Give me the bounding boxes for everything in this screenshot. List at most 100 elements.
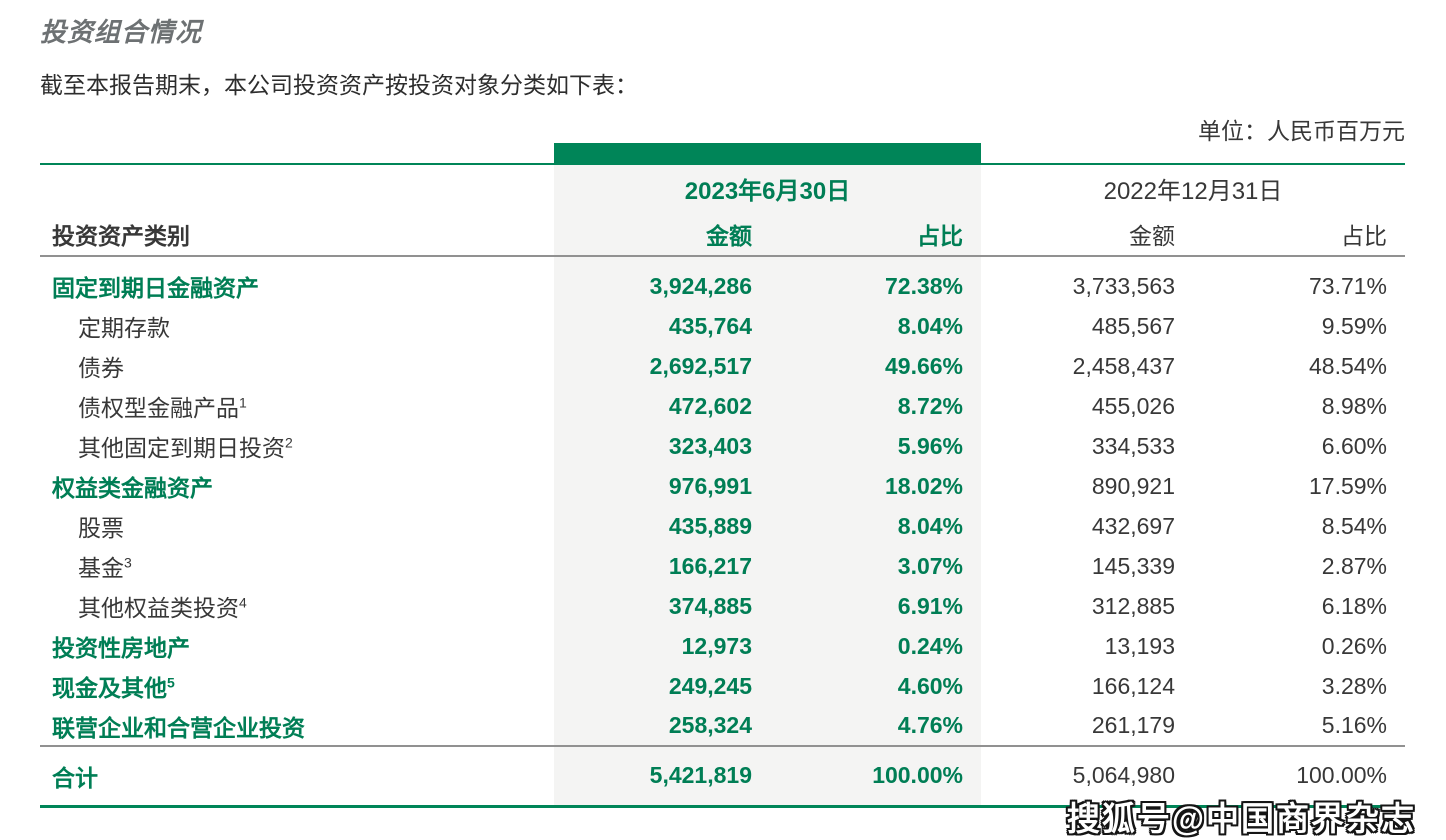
amount-2022-cell: 432,697 bbox=[1091, 512, 1175, 539]
ratio-2022-cell: 6.60% bbox=[1321, 432, 1387, 459]
date-header-empty-cell bbox=[40, 164, 554, 212]
amount-2022-cell: 485,567 bbox=[1091, 312, 1175, 339]
column-header-2022-date: 2022年12月31日 bbox=[1103, 178, 1283, 205]
footnote-superscript: 4 bbox=[239, 594, 247, 611]
table-row: 权益类金融资产 976,991 18.02% 890,921 17.59% bbox=[40, 466, 1405, 506]
ratio-2023-cell: 8.04% bbox=[754, 306, 981, 346]
total-ratio-2023-cell: 100.00% bbox=[754, 745, 981, 806]
footnote-superscript: 1 bbox=[239, 394, 247, 411]
table-row: 其他固定到期日投资2 323,403 5.96% 334,533 6.60% bbox=[40, 426, 1405, 466]
total-amount-2023-cell: 5,421,819 bbox=[554, 745, 754, 806]
sohu-watermark: 搜狐号@中国商界杂志 bbox=[1066, 800, 1416, 837]
ratio-2022-cell: 8.98% bbox=[1321, 392, 1387, 419]
ratio-2023-cell: 49.66% bbox=[754, 346, 981, 386]
amount-2022-cell: 455,026 bbox=[1091, 392, 1175, 419]
amount-2022-cell: 312,885 bbox=[1091, 592, 1175, 619]
investment-classification-table: 2023年6月30日 2022年12月31日 投资资产类别 金额 占比 金额 占… bbox=[40, 163, 1405, 808]
row-label: 现金及其他5 bbox=[52, 674, 175, 701]
ratio-2022-cell: 2.87% bbox=[1321, 552, 1387, 579]
row-label: 债权型金融产品1 bbox=[78, 394, 247, 421]
column-header-amount-2022: 金额 bbox=[981, 212, 1177, 257]
ratio-2023-cell: 72.38% bbox=[754, 266, 981, 306]
amount-2023-cell: 374,885 bbox=[554, 586, 754, 626]
amount-2023-cell: 249,245 bbox=[554, 666, 754, 706]
investment-table: 2023年6月30日 2022年12月31日 投资资产类别 金额 占比 金额 占… bbox=[40, 143, 1405, 808]
amount-2023-cell: 435,889 bbox=[554, 506, 754, 546]
amount-2022-cell: 3,733,563 bbox=[1072, 272, 1175, 299]
ratio-2022-cell: 17.59% bbox=[1308, 472, 1387, 499]
amount-2022-cell: 2,458,437 bbox=[1072, 352, 1175, 379]
row-label: 投资性房地产 bbox=[52, 635, 190, 661]
header-spacer-row bbox=[40, 256, 1405, 266]
amount-2023-cell: 472,602 bbox=[554, 386, 754, 426]
table-row: 债权型金融产品1 472,602 8.72% 455,026 8.98% bbox=[40, 386, 1405, 426]
row-label: 权益类金融资产 bbox=[52, 475, 213, 501]
row-label: 股票 bbox=[78, 515, 124, 541]
ratio-2023-cell: 18.02% bbox=[754, 466, 981, 506]
total-label: 合计 bbox=[40, 745, 554, 806]
total-row: 合计 5,421,819 100.00% 5,064,980 100.00% bbox=[40, 745, 1405, 806]
column-header-category: 投资资产类别 bbox=[40, 212, 554, 257]
row-label: 债券 bbox=[78, 355, 124, 381]
footnote-superscript: 2 bbox=[285, 434, 293, 451]
amount-2022-cell: 13,193 bbox=[1104, 632, 1175, 659]
amount-2023-cell: 258,324 bbox=[554, 706, 754, 746]
amount-2023-cell: 12,973 bbox=[554, 626, 754, 666]
footnote-superscript: 5 bbox=[167, 674, 175, 691]
ratio-2022-cell: 0.26% bbox=[1321, 632, 1387, 659]
table-row: 投资性房地产 12,973 0.24% 13,193 0.26% bbox=[40, 626, 1405, 666]
row-label: 固定到期日金融资产 bbox=[52, 275, 259, 301]
amount-2022-cell: 890,921 bbox=[1091, 472, 1175, 499]
table-row: 其他权益类投资4 374,885 6.91% 312,885 6.18% bbox=[40, 586, 1405, 626]
footnote-superscript: 3 bbox=[124, 554, 132, 571]
amount-2023-cell: 435,764 bbox=[554, 306, 754, 346]
row-label: 其他权益类投资4 bbox=[78, 594, 247, 621]
row-label: 其他固定到期日投资2 bbox=[78, 434, 293, 461]
ratio-2023-cell: 6.91% bbox=[754, 586, 981, 626]
amount-2022-cell: 334,533 bbox=[1091, 432, 1175, 459]
date-header-row: 2023年6月30日 2022年12月31日 bbox=[40, 164, 1405, 212]
column-header-amount-2023: 金额 bbox=[554, 212, 754, 257]
ratio-2022-cell: 8.54% bbox=[1321, 512, 1387, 539]
total-amount-2022-cell: 5,064,980 bbox=[981, 745, 1177, 806]
subheader-row: 投资资产类别 金额 占比 金额 占比 bbox=[40, 212, 1405, 257]
ratio-2022-cell: 5.16% bbox=[1321, 712, 1387, 738]
ratio-2022-cell: 6.18% bbox=[1321, 592, 1387, 619]
ratio-2022-cell: 48.54% bbox=[1308, 352, 1387, 379]
column-header-ratio-2022: 占比 bbox=[1177, 212, 1405, 257]
row-label: 定期存款 bbox=[78, 315, 170, 341]
intro-text: 截至本报告期末，本公司投资资产按投资对象分类如下表： bbox=[40, 72, 638, 98]
amount-2023-cell: 2,692,517 bbox=[554, 346, 754, 386]
ratio-2022-cell: 73.71% bbox=[1308, 272, 1387, 299]
ratio-2023-cell: 4.76% bbox=[754, 706, 981, 746]
amount-2023-cell: 323,403 bbox=[554, 426, 754, 466]
table-row: 基金3 166,217 3.07% 145,339 2.87% bbox=[40, 546, 1405, 586]
ratio-2023-cell: 3.07% bbox=[754, 546, 981, 586]
ratio-2023-cell: 5.96% bbox=[754, 426, 981, 466]
page-title: 投资组合情况 bbox=[40, 17, 203, 47]
amount-2023-cell: 166,217 bbox=[554, 546, 754, 586]
header-accent-bar bbox=[554, 143, 981, 163]
amount-2022-cell: 261,179 bbox=[1091, 712, 1175, 738]
table-row: 联营企业和合营企业投资 258,324 4.76% 261,179 5.16% bbox=[40, 706, 1405, 746]
row-label: 联营企业和合营企业投资 bbox=[52, 714, 305, 741]
table-row: 股票 435,889 8.04% 432,697 8.54% bbox=[40, 506, 1405, 546]
table-row: 定期存款 435,764 8.04% 485,567 9.59% bbox=[40, 306, 1405, 346]
total-ratio-2022-cell: 100.00% bbox=[1177, 745, 1405, 806]
ratio-2023-cell: 4.60% bbox=[754, 666, 981, 706]
row-label: 基金3 bbox=[78, 554, 132, 581]
column-header-2023-date: 2023年6月30日 bbox=[554, 164, 981, 212]
amount-2023-cell: 976,991 bbox=[554, 466, 754, 506]
unit-note: 单位：人民币百万元 bbox=[1198, 118, 1405, 144]
amount-2022-cell: 166,124 bbox=[1091, 672, 1175, 699]
table-row: 固定到期日金融资产 3,924,286 72.38% 3,733,563 73.… bbox=[40, 266, 1405, 306]
column-header-ratio-2023: 占比 bbox=[754, 212, 981, 257]
table-row: 现金及其他5 249,245 4.60% 166,124 3.28% bbox=[40, 666, 1405, 706]
amount-2023-cell: 3,924,286 bbox=[554, 266, 754, 306]
ratio-2023-cell: 8.72% bbox=[754, 386, 981, 426]
ratio-2022-cell: 3.28% bbox=[1321, 672, 1387, 699]
amount-2022-cell: 145,339 bbox=[1091, 552, 1175, 579]
table-row: 债券 2,692,517 49.66% 2,458,437 48.54% bbox=[40, 346, 1405, 386]
ratio-2023-cell: 0.24% bbox=[754, 626, 981, 666]
